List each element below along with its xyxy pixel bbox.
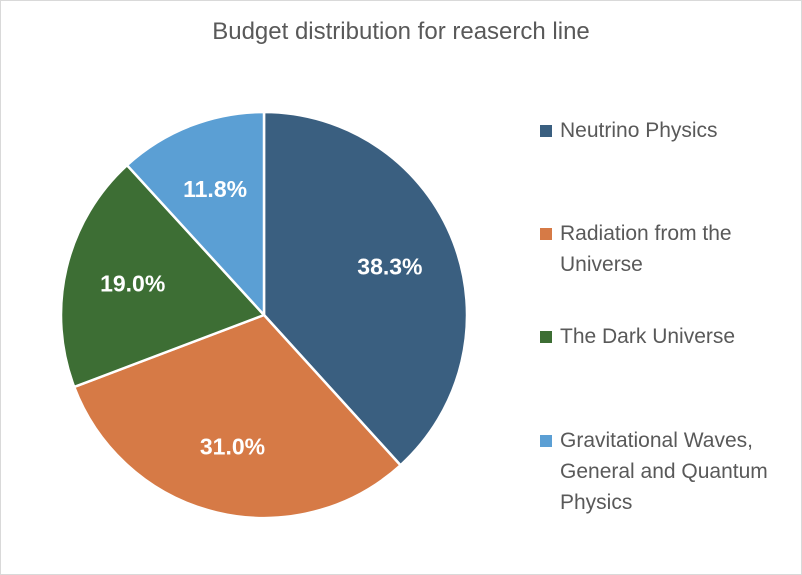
pie-slice-gravitational-waves bbox=[125, 110, 266, 317]
data-label-neutrino-physics: 38.3% bbox=[357, 253, 422, 279]
data-label-radiation-from-the-universe: 31.0% bbox=[200, 433, 265, 459]
data-label-gravitational-waves: 11.8% bbox=[183, 176, 247, 202]
pie-slice-neutrino-physics bbox=[262, 110, 469, 467]
legend-label-gravitational-waves: Gravitational Waves, General and Quantum… bbox=[560, 429, 768, 514]
legend-swatch-the-dark-universe bbox=[540, 331, 552, 343]
pie-slice-the-dark-universe bbox=[59, 163, 266, 389]
legend-swatch-gravitational-waves bbox=[540, 435, 552, 447]
data-label-the-dark-universe: 19.0% bbox=[100, 271, 165, 297]
legend-label-radiation-from-the-universe: Radiation from the Universe bbox=[560, 222, 732, 276]
legend-swatch-radiation-from-the-universe bbox=[540, 228, 552, 240]
pie-slice-radiation-from-the-universe bbox=[72, 313, 402, 520]
legend-swatch-neutrino-physics bbox=[540, 125, 552, 137]
legend: Neutrino Physics Radiation from the Univ… bbox=[540, 0, 802, 575]
chart-title: Budget distribution for reaserch line bbox=[212, 18, 590, 45]
legend-label-the-dark-universe: The Dark Universe bbox=[560, 325, 736, 348]
legend-label-neutrino-physics: Neutrino Physics bbox=[560, 119, 718, 142]
